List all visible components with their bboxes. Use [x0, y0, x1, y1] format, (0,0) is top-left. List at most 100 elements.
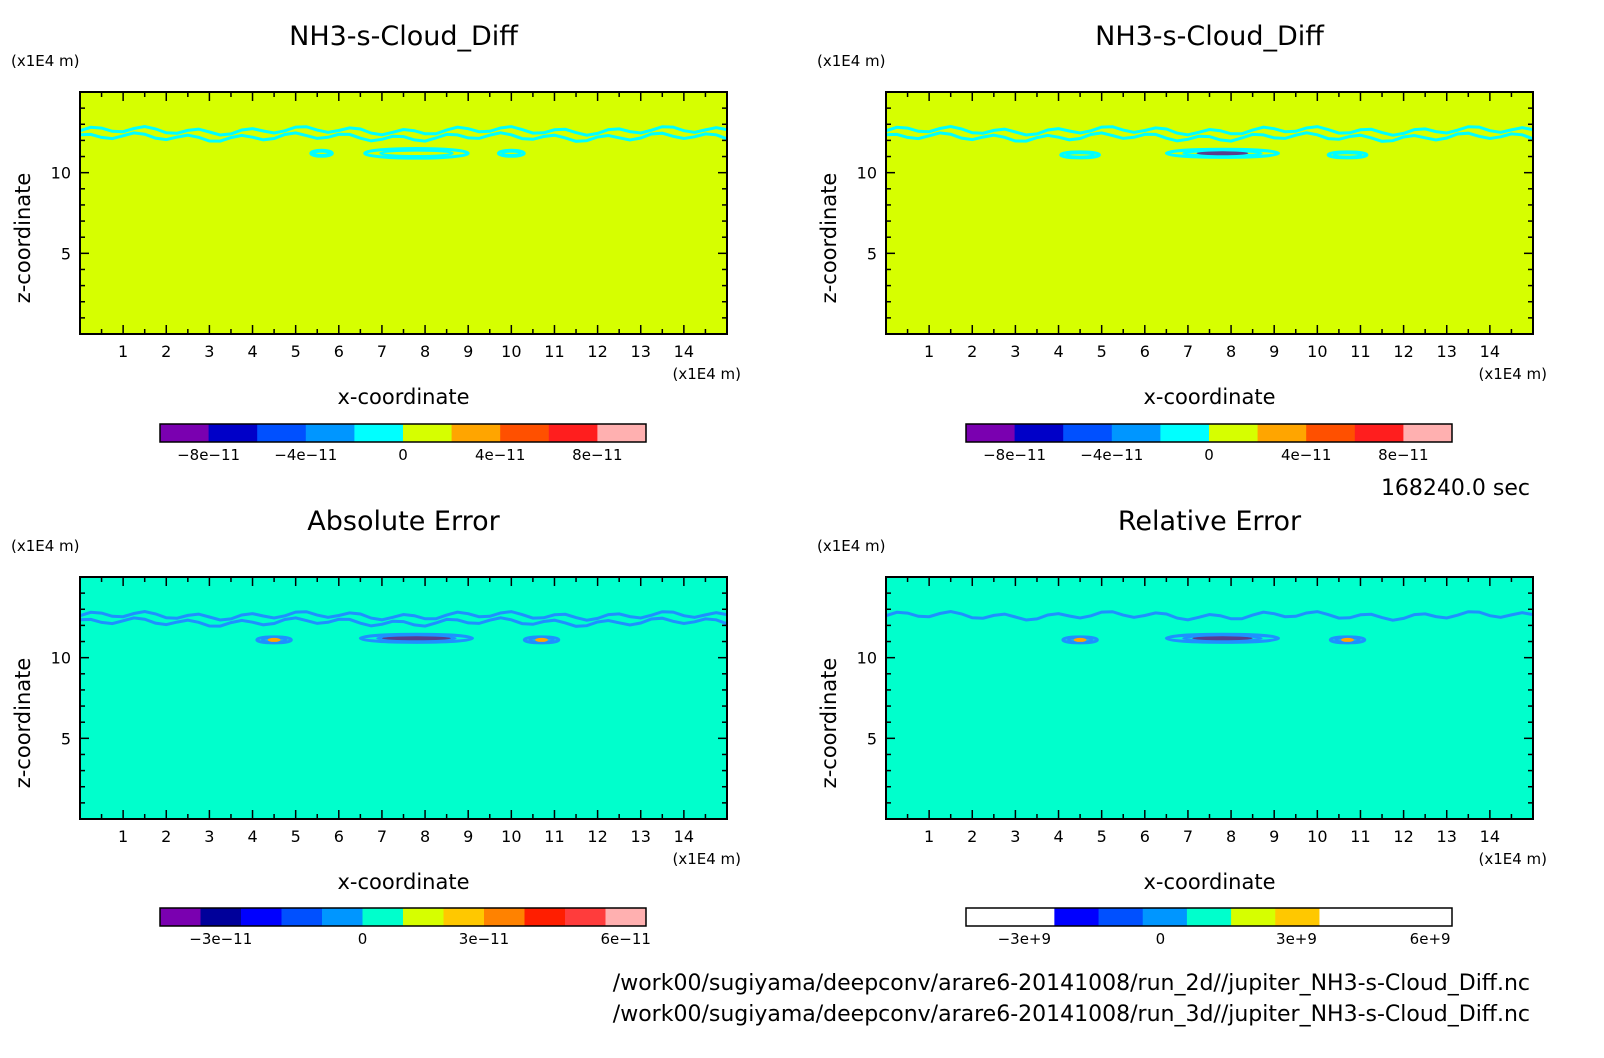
colorbar-swatch: [1319, 908, 1365, 926]
colorbar-swatch: [1160, 424, 1210, 442]
colorbar-tick-label: 4e−11: [1281, 446, 1331, 464]
x-tick-label: 10: [501, 342, 521, 361]
x-tick-label: 11: [544, 827, 564, 846]
contour-band: [79, 124, 728, 137]
x-tick-label: 14: [674, 342, 694, 361]
x-tick-label: 9: [1269, 827, 1279, 846]
colorbar-swatch: [1407, 908, 1453, 926]
contour-blob-inner: [312, 150, 331, 156]
x-tick-label: 6: [334, 827, 344, 846]
colorbar-swatch: [322, 908, 363, 926]
x-tick-label: 3: [1010, 827, 1020, 846]
x-tick-label: 11: [544, 342, 564, 361]
x-axis-label: x-coordinate: [337, 870, 469, 894]
contour-blob: [309, 148, 334, 158]
x-tick-label: 1: [118, 342, 128, 361]
x-tick-label: 6: [334, 342, 344, 361]
contour-blob: [1328, 635, 1367, 645]
x-unit-label: (x1E4 m): [1478, 850, 1547, 868]
x-tick-label: 7: [377, 827, 387, 846]
x-tick-label: 1: [118, 827, 128, 846]
contour-spot: [267, 637, 281, 642]
x-tick-label: 13: [1437, 342, 1457, 361]
colorbar-tick-label: 0: [1204, 446, 1214, 464]
colorbar-tick-label: 0: [398, 446, 408, 464]
contour-spot: [1196, 151, 1249, 156]
colorbar-swatch: [281, 908, 323, 926]
y-tick-label: 5: [867, 729, 877, 748]
colorbar-swatch: [443, 908, 485, 926]
y-tick-label: 10: [857, 164, 877, 183]
colorbar-tick-label: −3e+9: [998, 930, 1051, 948]
x-tick-label: 12: [587, 827, 607, 846]
x-tick-label: 10: [1307, 827, 1327, 846]
chart-title: Relative Error: [1118, 506, 1302, 537]
x-tick-label: 2: [161, 342, 171, 361]
colorbar-swatch: [1111, 424, 1161, 442]
contour-spot: [535, 637, 548, 642]
colorbar-swatch: [500, 424, 550, 442]
y-tick-label: 5: [61, 729, 71, 748]
colorbar-swatch: [1010, 908, 1055, 926]
y-tick-label: 5: [61, 244, 71, 263]
colorbar-swatch: [524, 908, 566, 926]
y-tick-label: 10: [857, 649, 877, 668]
contour-band: [79, 131, 728, 143]
x-tick-label: 12: [1393, 342, 1413, 361]
file-path-2: /work00/sugiyama/deepconv/arare6-2014100…: [613, 1002, 1530, 1027]
colorbar-frame: [965, 907, 1453, 927]
x-tick-label: 8: [1226, 342, 1236, 361]
colorbar-tick-label: 6e+9: [1410, 930, 1451, 948]
colorbar-tick-label: −8e−11: [177, 446, 240, 464]
colorbar-tick-label: 0: [1156, 930, 1166, 948]
x-tick-label: 11: [1350, 342, 1370, 361]
colorbar-tick-label: 6e−11: [601, 930, 651, 948]
colorbar-swatch: [403, 908, 444, 926]
x-tick-label: 5: [1097, 342, 1107, 361]
x-tick-label: 2: [967, 342, 977, 361]
x-tick-label: 12: [587, 342, 607, 361]
colorbar-swatch: [160, 424, 210, 442]
contour-blob: [1164, 632, 1281, 644]
chart-title: NH3-s-Cloud_Diff: [289, 21, 519, 52]
colorbar-swatch: [1063, 424, 1113, 442]
x-tick-label: 7: [1183, 827, 1193, 846]
y-unit-label: (x1E4 m): [817, 52, 886, 70]
colorbar-tick-label: 4e−11: [475, 446, 525, 464]
colorbar-swatch: [1354, 424, 1404, 442]
plot-fill: [80, 92, 727, 334]
colorbar-swatch: [305, 424, 355, 442]
x-tick-label: 14: [674, 827, 694, 846]
x-tick-label: 8: [1226, 827, 1236, 846]
x-tick-label: 6: [1140, 342, 1150, 361]
x-tick-label: 6: [1140, 827, 1150, 846]
contour-spot: [1192, 636, 1253, 641]
y-tick-label: 10: [51, 164, 71, 183]
x-axis-label: x-coordinate: [337, 385, 469, 409]
chart-panel-2: NH3-s-Cloud_Diff(x1E4 m)(x1E4 m)1 2 3 4 5 6 7 8…: [817, 21, 1547, 464]
x-tick-label: 11: [1350, 827, 1370, 846]
colorbar-frame: [159, 907, 647, 927]
colorbar-frame: [159, 423, 647, 443]
colorbar-swatch: [548, 424, 598, 442]
x-axis-label: x-coordinate: [1143, 870, 1275, 894]
colorbar-swatch: [1275, 908, 1320, 926]
colorbar-swatch: [966, 424, 1016, 442]
chart-panel-4: Relative Error(x1E4 m)(x1E4 m)1 2 3 4 5 6 7 8 9 1…: [817, 506, 1547, 948]
x-tick-label: 14: [1480, 827, 1500, 846]
contour-blob: [1326, 150, 1369, 160]
x-tick-label: 12: [1393, 827, 1413, 846]
x-tick-label: 13: [631, 342, 651, 361]
y-axis-label: z-coordinate: [817, 173, 841, 304]
colorbar-tick-label: 3e+9: [1276, 930, 1317, 948]
colorbar-tick-label: −4e−11: [274, 446, 337, 464]
contour-band: [79, 609, 728, 622]
chart-panel-1: NH3-s-Cloud_Diff(x1E4 m)(x1E4 m)1 2 3 4 5 6 7 8…: [11, 21, 741, 464]
chart-panel-3: Absolute Error(x1E4 m)(x1E4 m)1 2 3 4 5 6 7 8 9 1…: [11, 506, 741, 948]
colorbar-swatch: [1231, 908, 1276, 926]
file-path-1: /work00/sugiyama/deepconv/arare6-2014100…: [613, 971, 1530, 996]
colorbar-swatch: [1186, 908, 1232, 926]
contour-spot: [1073, 637, 1087, 642]
y-unit-label: (x1E4 m): [11, 52, 80, 70]
colorbar-swatch: [966, 908, 1011, 926]
